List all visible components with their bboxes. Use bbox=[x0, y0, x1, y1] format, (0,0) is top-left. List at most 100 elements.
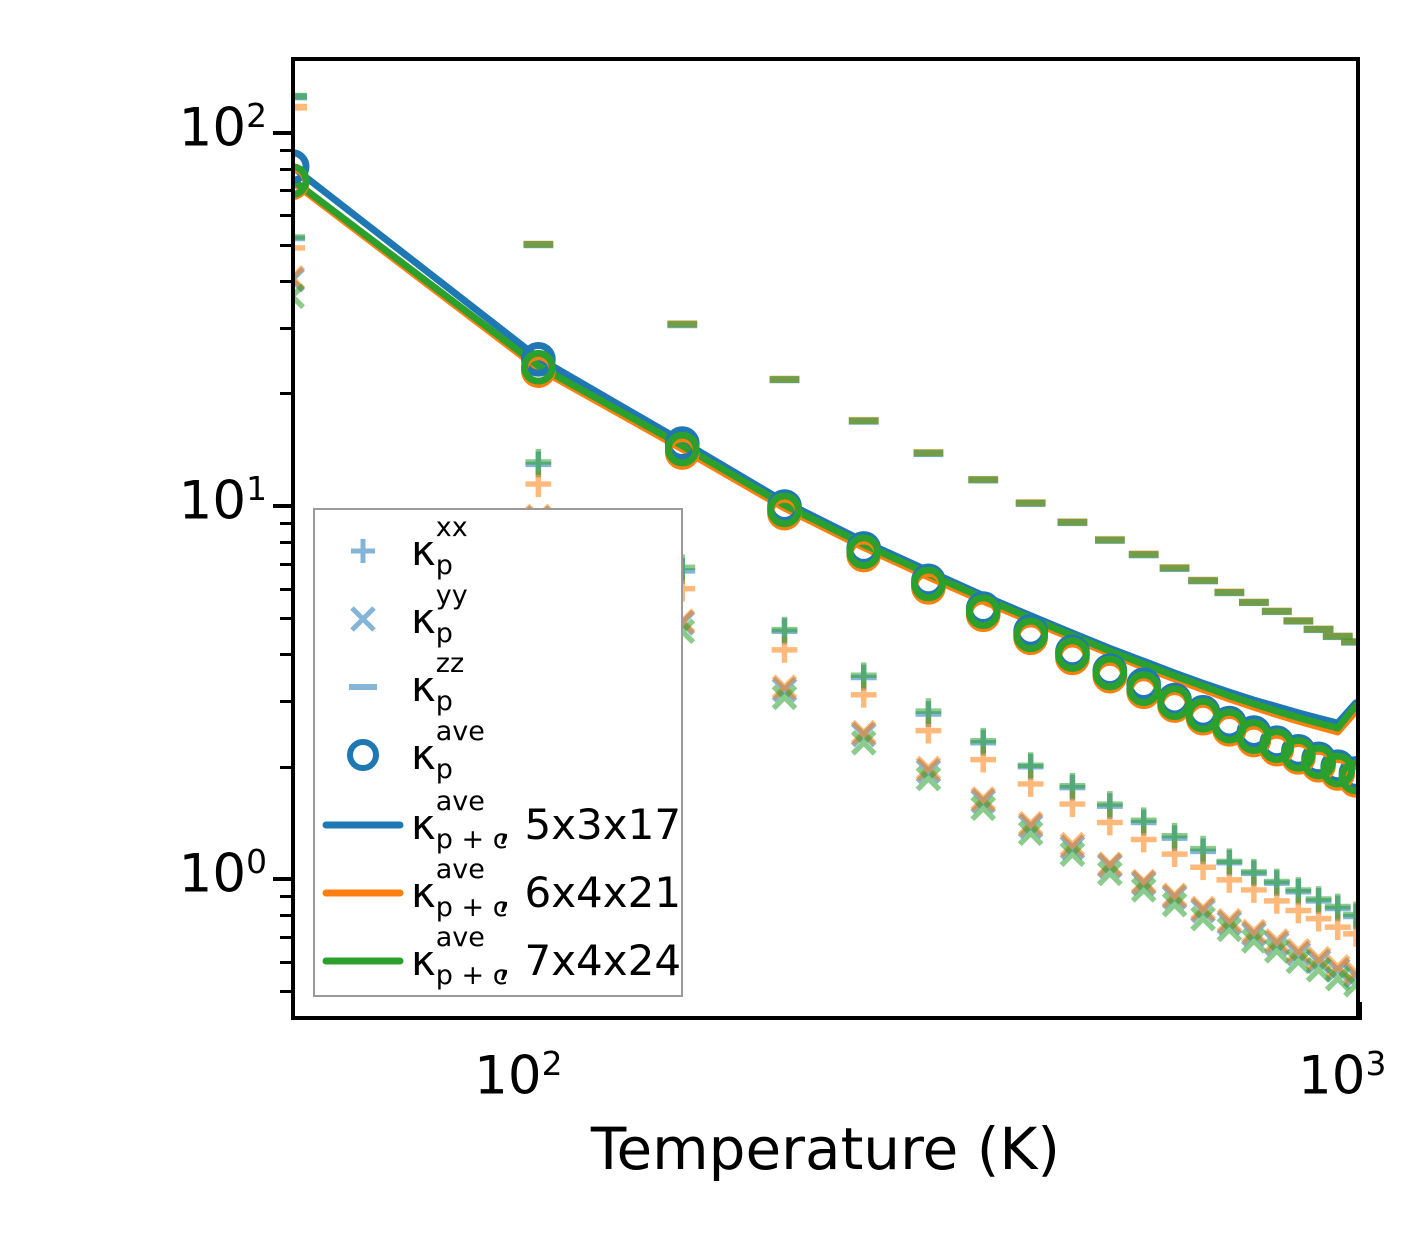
legend-label: κ xx p bbox=[411, 512, 468, 581]
data-marker-x bbox=[1017, 810, 1044, 837]
plot-svg bbox=[295, 92, 1356, 998]
legend-label-suffix: , 6x4x21 bbox=[497, 868, 682, 917]
legend-entry-kappa-p-yy[interactable]: κ yy p bbox=[315, 580, 681, 650]
data-marker-x bbox=[1097, 851, 1123, 878]
legend-label: κ ave p + c, 6x4x21 bbox=[411, 854, 682, 923]
y-tick-minor bbox=[280, 914, 291, 918]
data-marker-circle bbox=[1157, 685, 1192, 721]
data-marker-circle bbox=[911, 566, 946, 602]
y-tick-minor bbox=[280, 540, 291, 544]
data-marker-x bbox=[1059, 841, 1086, 867]
x-axis-title: Temperature (K) bbox=[590, 1115, 1061, 1183]
data-marker-plus bbox=[1059, 772, 1086, 799]
data-marker-circle bbox=[520, 349, 556, 385]
data-marker-x bbox=[1097, 860, 1123, 887]
y-tick-minor bbox=[280, 326, 291, 330]
data-marker-x bbox=[850, 729, 877, 756]
y-tick-minor bbox=[280, 521, 291, 525]
data-marker-x bbox=[1161, 891, 1188, 918]
y-tick-minor bbox=[280, 148, 291, 152]
data-marker-plus bbox=[525, 471, 552, 497]
legend-marker-line-icon bbox=[315, 794, 411, 856]
data-marker-plus bbox=[915, 698, 942, 725]
data-marker-x bbox=[1324, 965, 1351, 992]
data-marker-plus bbox=[970, 727, 997, 754]
legend-entry-kappa-p-zz[interactable]: κ zz p bbox=[315, 650, 681, 718]
data-marker-x bbox=[1263, 928, 1290, 954]
data-marker-plus bbox=[1263, 868, 1290, 895]
y-tick-label: 100 bbox=[178, 842, 267, 906]
data-marker-x bbox=[970, 786, 997, 812]
y-tick-minor bbox=[280, 587, 291, 591]
legend-marker-hline-icon bbox=[315, 656, 411, 718]
y-tick-minor bbox=[280, 990, 291, 994]
y-tick-minor bbox=[280, 653, 291, 657]
data-marker-plus bbox=[850, 662, 877, 689]
data-marker-plus bbox=[1190, 835, 1216, 862]
data-marker-plus bbox=[1305, 886, 1332, 912]
series-x bbox=[295, 283, 1356, 998]
x-tick-label: 103 bbox=[1298, 1044, 1387, 1107]
legend-marker-x-icon bbox=[315, 588, 411, 650]
data-marker-plus bbox=[295, 245, 306, 251]
legend-entry-kappa-pc-6x4x21[interactable]: κ ave p + c, 6x4x21 bbox=[315, 854, 682, 924]
legend-label: κ ave p + c, 5x3x17 bbox=[411, 786, 682, 855]
data-marker-circle bbox=[295, 163, 310, 198]
y-tick-minor bbox=[280, 167, 291, 171]
data-marker-x bbox=[1059, 831, 1086, 858]
data-marker-x bbox=[771, 684, 798, 711]
legend-label: κ ave p bbox=[411, 716, 485, 785]
data-marker-x bbox=[1190, 895, 1216, 922]
series-circle bbox=[295, 163, 1356, 795]
data-marker-plus bbox=[1240, 858, 1267, 885]
data-marker-x bbox=[850, 719, 877, 746]
y-tick-label: 102 bbox=[178, 96, 267, 159]
data-marker-x bbox=[1017, 820, 1044, 847]
data-marker-x bbox=[1216, 916, 1243, 943]
data-marker-x bbox=[1130, 877, 1157, 903]
data-marker-x bbox=[1130, 868, 1157, 895]
data-marker-circle bbox=[965, 594, 1001, 630]
data-marker-plus bbox=[525, 449, 552, 475]
y-tick-minor bbox=[280, 562, 291, 566]
data-marker-plus bbox=[1096, 791, 1123, 817]
legend-label-suffix: , 5x3x17 bbox=[497, 800, 682, 849]
y-tick-minor bbox=[280, 617, 291, 621]
data-marker-circle bbox=[846, 534, 882, 570]
legend-marker-line-icon bbox=[315, 930, 411, 992]
legend-marker-plus-icon bbox=[315, 520, 411, 582]
data-marker-circle bbox=[295, 149, 310, 184]
data-marker-plus bbox=[295, 234, 306, 240]
y-tick-major bbox=[273, 877, 291, 882]
legend-entry-kappa-p-ave[interactable]: κ ave p bbox=[315, 716, 681, 786]
legend-label: κ yy p bbox=[411, 580, 468, 649]
data-marker-circle bbox=[1301, 744, 1336, 780]
data-marker-plus bbox=[1343, 920, 1356, 947]
legend-box: κ xx p κ yy p κ zz p κ ave p κ ave p + c, 5x3x17 κ ave p … bbox=[313, 508, 683, 997]
y-tick-major bbox=[273, 131, 291, 136]
data-marker-circle bbox=[1055, 637, 1090, 672]
legend-marker-line-icon bbox=[315, 862, 411, 924]
legend-marker-circle-icon bbox=[315, 724, 411, 786]
data-marker-x bbox=[1263, 938, 1290, 964]
data-marker-x bbox=[1190, 905, 1216, 932]
data-marker-circle bbox=[664, 431, 700, 467]
data-marker-plus bbox=[1285, 877, 1312, 903]
y-tick-minor bbox=[280, 189, 291, 193]
y-tick-minor bbox=[280, 243, 291, 247]
data-marker-circle bbox=[767, 492, 802, 528]
data-marker-x bbox=[915, 755, 942, 782]
data-marker-x bbox=[771, 674, 798, 700]
legend-entry-kappa-pc-7x4x24[interactable]: κ ave p + c, 7x4x24 bbox=[315, 924, 681, 992]
data-marker-x bbox=[1285, 948, 1312, 975]
data-marker-x bbox=[1161, 882, 1188, 909]
data-marker-x bbox=[1241, 918, 1267, 945]
y-tick-minor bbox=[280, 960, 291, 964]
y-tick-minor bbox=[280, 894, 291, 898]
legend-entry-kappa-pc-5x3x17[interactable]: κ ave p + c, 5x3x17 bbox=[315, 786, 682, 856]
data-marker-plus bbox=[1216, 848, 1243, 875]
data-marker-x bbox=[295, 283, 305, 310]
legend-entry-kappa-p-xx[interactable]: κ xx p bbox=[315, 512, 681, 582]
data-marker-circle bbox=[1092, 655, 1128, 691]
data-marker-circle bbox=[1338, 759, 1356, 795]
